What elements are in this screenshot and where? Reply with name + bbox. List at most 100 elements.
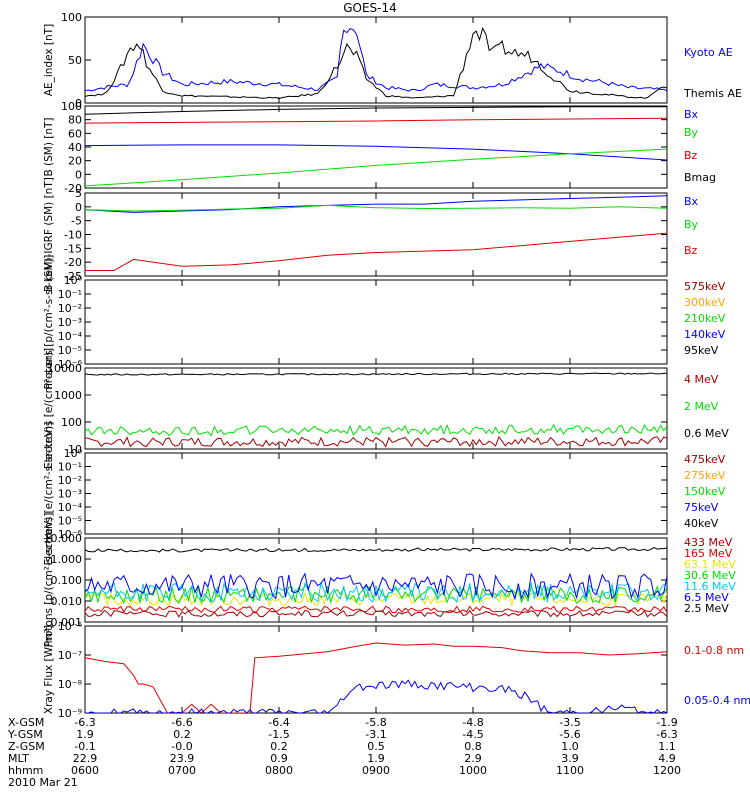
- y-tick-label: 100: [61, 11, 82, 24]
- y-tick-label: 50: [68, 54, 82, 67]
- ephemeris-value: -6.3: [656, 728, 677, 741]
- legend-label: Bz: [684, 244, 698, 257]
- panel-1: 0 50 100 AE_index [nT] Kyoto AE Themis AE: [43, 11, 742, 110]
- ephemeris-row-label: MLT: [8, 752, 29, 765]
- series-group: [85, 26, 667, 100]
- y-tick-label: 10⁻²: [58, 302, 82, 315]
- legend-label: Kyoto AE: [684, 46, 733, 59]
- series-group: [85, 547, 667, 618]
- series-line-6: [85, 572, 667, 601]
- panel-4: 10⁻⁶10⁻⁵10⁻⁴10⁻³10⁻²10⁻¹10⁰ Protons [p/(c…: [43, 255, 726, 390]
- legend-label: 4 MeV: [684, 373, 719, 386]
- series-line-1: [85, 642, 667, 713]
- legend-label: 275keV: [684, 469, 726, 482]
- legend-label: 475keV: [684, 453, 726, 466]
- y-tick-label: 10.000: [44, 532, 83, 545]
- series-group: [85, 642, 667, 713]
- y-axis-label: Xray Flux [W/m²]: [43, 625, 55, 714]
- ephemeris-row-label: hhmm: [8, 764, 43, 777]
- y-tick-label: 10⁻⁶: [58, 620, 83, 633]
- ephemeris-value: -6.4: [268, 716, 289, 729]
- y-tick-label: 100: [61, 416, 82, 429]
- y-tick-label: -15: [64, 242, 82, 255]
- y-tick-label: 10⁻⁷: [58, 649, 82, 662]
- ephemeris-value: 1.9: [76, 728, 94, 741]
- legend-label: 30.6 MeV: [684, 569, 736, 582]
- y-axis-label: Electrons [e/(cm²-s-sr)]: [43, 348, 55, 469]
- date-label: 2010 Mar 21: [8, 776, 78, 789]
- footer: X-GSM -6.3 -6.6 -6.4 -5.8 -4.8 -3.5 -1.9 Y-GSM 1.…: [7, 716, 681, 789]
- y-axis-label: B (SM)-IGRF (SM) [nT]: [43, 177, 55, 292]
- y-axis-label: Protons [p/(cm²-s-sr-keV)]: [43, 513, 55, 648]
- legend-label: 165 MeV: [684, 547, 733, 560]
- y-tick-label: 10⁻⁴: [58, 501, 83, 514]
- legend-label: By: [684, 218, 699, 231]
- ephemeris-value: -1.9: [656, 716, 677, 729]
- legend-label: By: [684, 126, 699, 139]
- y-tick-label: 0: [75, 168, 82, 181]
- y-tick-label: 10: [68, 443, 82, 456]
- ephemeris-value: 23.9: [170, 752, 195, 765]
- ephemeris-value: -3.5: [559, 716, 580, 729]
- series-line-2: [85, 605, 667, 614]
- y-tick-label: 1.000: [51, 553, 83, 566]
- legend-label: 2 MeV: [684, 400, 719, 413]
- legend-label: Themis AE: [683, 87, 742, 100]
- y-tick-label: 0: [75, 97, 82, 110]
- series-group: [85, 372, 667, 448]
- ephemeris-value: 0.2: [270, 740, 288, 753]
- legend-label: 6.5 MeV: [684, 591, 729, 604]
- series-line-2: [85, 679, 667, 713]
- ephemeris-value: 3.9: [561, 752, 579, 765]
- legend-label: 75keV: [684, 501, 719, 514]
- series-line-3: [85, 117, 667, 124]
- y-tick-label: 40: [68, 141, 82, 154]
- series-line-2: [85, 148, 667, 187]
- ephemeris-value: 1.1: [658, 740, 676, 753]
- series-line-1: [85, 195, 667, 213]
- legend-label: 575keV: [684, 280, 726, 293]
- y-tick-label: 10⁻⁶: [58, 528, 83, 541]
- ephemeris-value: 22.9: [73, 752, 98, 765]
- panel-6: 10⁻⁶10⁻⁵10⁻⁴10⁻³10⁻²10⁻¹10⁰ Electrons [e/…: [43, 422, 726, 566]
- y-tick-label: 10⁰: [64, 447, 83, 460]
- ephemeris-row-label: Y-GSM: [7, 728, 43, 741]
- legend-label: 300keV: [684, 296, 726, 309]
- ephemeris-value: 0.8: [464, 740, 482, 753]
- ephemeris-value: 1100: [556, 764, 584, 777]
- panel-frame: [84, 625, 668, 714]
- series-line-2: [85, 423, 667, 437]
- series-line-4: [85, 106, 667, 115]
- panel-frame: [84, 105, 668, 189]
- y-tick-label: 10⁻⁸: [58, 678, 83, 691]
- ephemeris-value: -6.3: [74, 716, 95, 729]
- y-tick-label: 0.001: [51, 616, 83, 629]
- legend-label: 140keV: [684, 328, 726, 341]
- y-tick-label: 10000: [47, 362, 82, 375]
- y-tick-label: 10⁰: [64, 274, 83, 287]
- series-line-1: [85, 435, 667, 448]
- y-tick-label: 0: [75, 201, 82, 214]
- ephemeris-value: 1.9: [367, 752, 385, 765]
- y-tick-label: 20: [68, 155, 82, 168]
- panel-frame: [84, 452, 668, 535]
- ephemeris-value: -5.8: [365, 716, 386, 729]
- y-tick-label: 10⁻⁵: [58, 515, 82, 528]
- y-tick-label: -20: [64, 182, 82, 195]
- legend-label: 210keV: [684, 312, 726, 325]
- y-tick-label: 1000: [54, 389, 82, 402]
- plot-title: GOES-14: [343, 1, 397, 15]
- legend-label: Bx: [684, 195, 699, 208]
- legend-label: 0.6 MeV: [684, 427, 729, 440]
- ephemeris-value: 0600: [71, 764, 99, 777]
- y-tick-label: 10⁻⁹: [58, 707, 82, 720]
- series-line-7: [85, 547, 667, 553]
- ephemeris-value: -6.6: [171, 716, 192, 729]
- ephemeris-value: -4.8: [462, 716, 483, 729]
- ephemeris-value: 0.2: [173, 728, 191, 741]
- series-line-4: [85, 584, 667, 605]
- y-tick-label: 10⁻³: [58, 316, 82, 329]
